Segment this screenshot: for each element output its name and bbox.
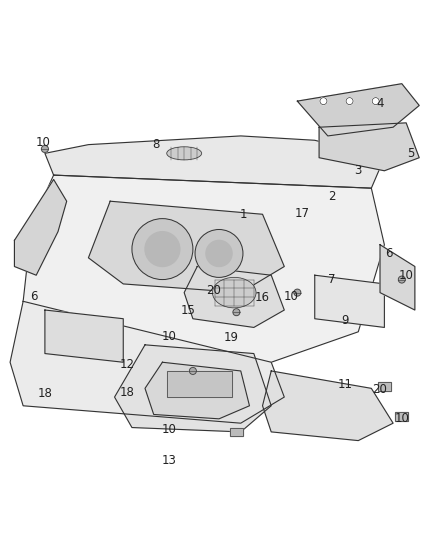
Text: 11: 11 [338,378,353,391]
Polygon shape [319,123,419,171]
Bar [395,413,408,421]
Polygon shape [45,136,385,188]
Circle shape [294,289,301,296]
Polygon shape [297,84,419,136]
Bar [167,371,232,397]
Circle shape [206,240,232,266]
Polygon shape [184,266,284,327]
Text: 20: 20 [373,383,388,395]
Text: 6: 6 [30,290,38,303]
Text: 18: 18 [120,386,135,399]
Circle shape [189,367,196,375]
Text: 15: 15 [181,304,196,317]
Text: 18: 18 [38,387,53,400]
Text: 8: 8 [152,138,159,151]
Text: 12: 12 [120,358,135,371]
Polygon shape [10,301,284,423]
Bar [378,382,391,391]
Text: 16: 16 [255,292,270,304]
Polygon shape [88,201,284,293]
Circle shape [398,276,405,283]
Polygon shape [115,345,271,432]
Polygon shape [262,371,393,441]
Polygon shape [45,310,123,362]
Bar [230,427,243,436]
Text: 17: 17 [294,207,309,220]
Text: 9: 9 [342,314,349,327]
Text: 19: 19 [224,330,239,343]
Text: 5: 5 [407,147,414,160]
Bar [378,382,391,391]
Text: 10: 10 [162,329,177,343]
Text: 7: 7 [328,273,336,286]
Polygon shape [315,275,385,327]
Polygon shape [14,180,67,275]
Text: 10: 10 [283,289,298,303]
Circle shape [42,146,48,152]
Ellipse shape [167,147,201,160]
Text: 6: 6 [385,247,392,260]
Bar [167,371,232,397]
Text: 1: 1 [239,208,247,221]
Circle shape [195,230,243,277]
Polygon shape [145,362,250,419]
Circle shape [320,98,327,104]
Polygon shape [380,245,415,310]
Circle shape [372,98,379,104]
Text: 4: 4 [376,97,384,110]
Circle shape [132,219,193,279]
Text: 10: 10 [399,269,413,282]
Ellipse shape [212,277,256,308]
Text: 10: 10 [35,136,50,149]
Text: 10: 10 [162,423,177,436]
Text: 10: 10 [394,413,409,425]
Text: 20: 20 [206,284,221,297]
Bar [230,427,243,436]
Bar [395,413,408,421]
Circle shape [346,98,353,104]
Text: 13: 13 [162,454,177,467]
Polygon shape [23,175,385,362]
Circle shape [233,309,240,316]
Text: 2: 2 [328,190,336,204]
Circle shape [145,232,180,266]
Text: 3: 3 [355,164,362,177]
